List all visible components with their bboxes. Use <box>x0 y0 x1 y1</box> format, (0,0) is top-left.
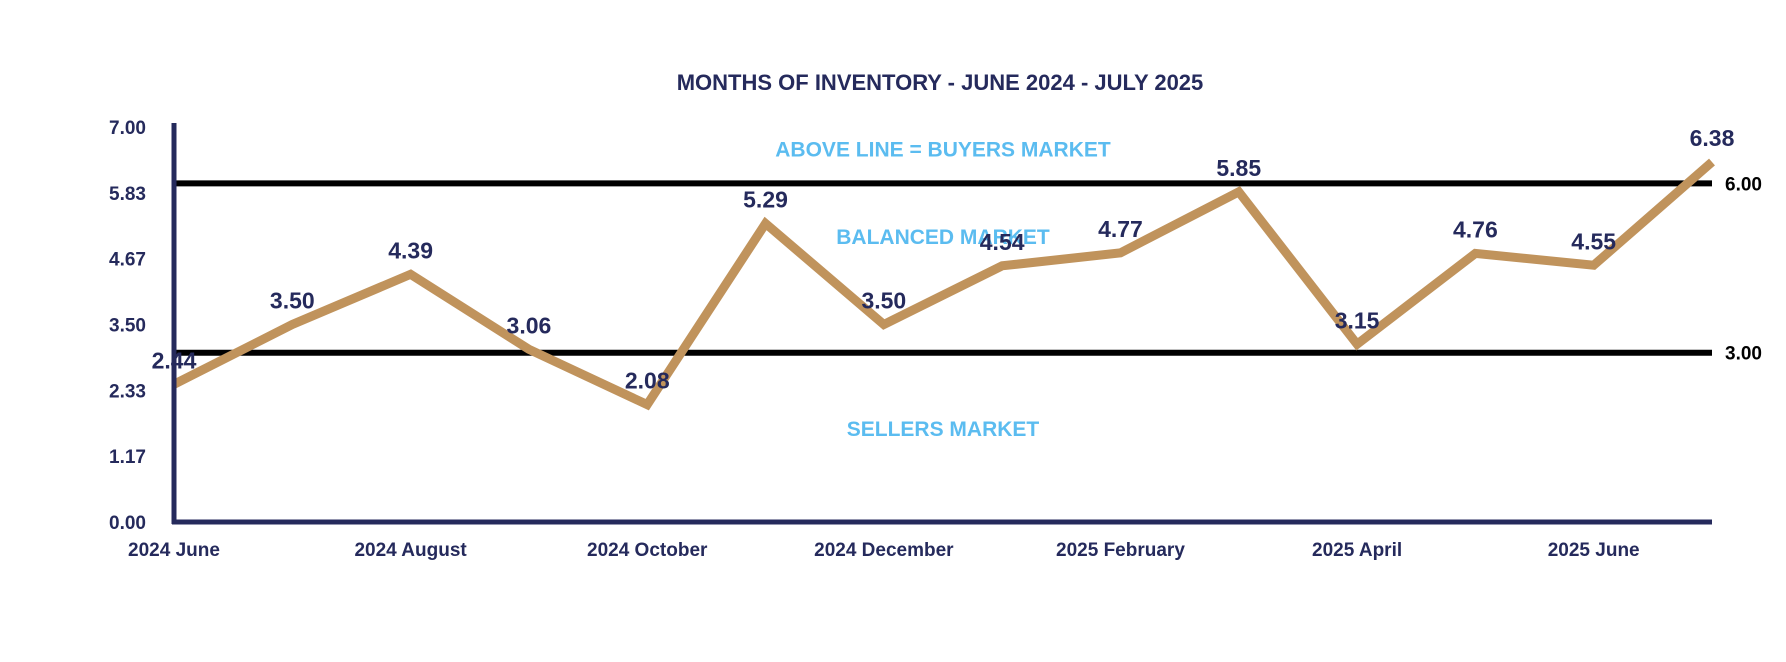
data-point <box>291 324 293 326</box>
series-line <box>171 158 1715 411</box>
data-label: 5.29 <box>743 186 788 212</box>
data-label: 6.38 <box>1690 125 1735 151</box>
y-tick-label: 1.17 <box>109 447 146 468</box>
y-tick-label: 0.00 <box>109 513 146 534</box>
x-tick-label: 2024 December <box>814 540 954 561</box>
data-label: 3.15 <box>1335 307 1380 333</box>
y-tick-label: 3.50 <box>109 316 146 337</box>
data-label: 5.85 <box>1216 155 1261 181</box>
data-label: 4.76 <box>1453 216 1498 242</box>
data-point <box>528 348 530 350</box>
data-label: 3.06 <box>507 312 552 338</box>
y-tick-label: 4.67 <box>109 250 146 271</box>
reference-line-label: 3.00 <box>1725 344 1762 365</box>
data-point <box>1593 264 1595 266</box>
x-tick-label: 2024 June <box>128 540 220 561</box>
x-tick-label: 2025 April <box>1312 540 1402 561</box>
x-tick-label: 2025 June <box>1548 540 1640 561</box>
data-label: 4.54 <box>980 229 1025 255</box>
y-tick-label: 2.33 <box>109 381 146 402</box>
data-point <box>1238 191 1240 193</box>
zone-annotation: SELLERS MARKET <box>847 418 1040 441</box>
data-point <box>1711 161 1713 163</box>
data-point <box>1119 252 1121 254</box>
data-point <box>410 273 412 275</box>
data-point <box>1356 343 1358 345</box>
y-tick-label: 5.83 <box>109 184 146 205</box>
data-label: 4.39 <box>388 237 433 263</box>
data-point <box>1001 265 1003 267</box>
data-label: 4.77 <box>1098 216 1143 242</box>
zone-annotation: BALANCED MARKET <box>836 226 1050 249</box>
x-tick-label: 2024 August <box>354 540 467 561</box>
reference-line-label: 6.00 <box>1725 174 1762 195</box>
data-point <box>646 404 648 406</box>
data-label: 3.50 <box>861 288 906 314</box>
x-tick-label: 2025 February <box>1056 540 1185 561</box>
data-label: 4.55 <box>1571 228 1616 254</box>
data-point <box>883 324 885 326</box>
y-tick-label: 7.00 <box>109 118 146 139</box>
data-label: 2.44 <box>152 347 197 373</box>
chart-title: MONTHS OF INVENTORY - JUNE 2024 - JULY 2… <box>677 70 1204 95</box>
data-label: 2.08 <box>625 368 670 394</box>
data-point <box>765 222 767 224</box>
zone-annotation: ABOVE LINE = BUYERS MARKET <box>775 139 1111 162</box>
data-point <box>1474 252 1476 254</box>
x-tick-label: 2024 October <box>587 540 708 561</box>
data-label: 3.50 <box>270 288 315 314</box>
